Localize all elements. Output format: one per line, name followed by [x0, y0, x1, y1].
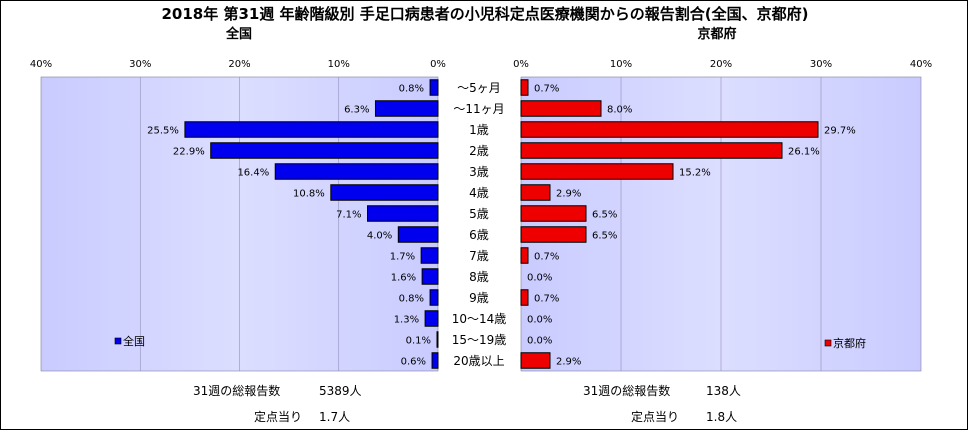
kyoto-total-label: 31週の総報告数	[583, 384, 671, 398]
national-total-value: 5389人	[319, 384, 362, 398]
national-per-site-label: 定点当り	[254, 410, 303, 424]
legend-swatch-kyoto	[824, 339, 832, 347]
tick-label-national: 40%	[30, 59, 52, 70]
bar-kyoto	[520, 226, 587, 243]
tick-label-national: 20%	[228, 59, 250, 70]
bar-kyoto	[520, 100, 602, 117]
bar-national	[429, 289, 439, 306]
category-label: 5歳	[469, 207, 489, 221]
data-label-kyoto: 8.0%	[607, 105, 632, 116]
bar-national	[210, 142, 439, 159]
kyoto-per-site-label: 定点当り	[631, 410, 680, 424]
bar-national	[367, 205, 439, 222]
data-label-national: 0.6%	[401, 357, 426, 368]
category-label: 10～14歳	[452, 312, 507, 326]
legend-swatch-national	[114, 337, 122, 345]
tick-label-national: 30%	[129, 59, 151, 70]
data-label-national: 6.3%	[344, 105, 369, 116]
data-label-national: 1.7%	[390, 252, 415, 263]
data-label-national: 7.1%	[336, 210, 361, 221]
data-label-kyoto: 0.7%	[534, 84, 559, 95]
category-label: 2歳	[469, 144, 489, 158]
tick-label-kyoto: 20%	[710, 59, 732, 70]
bar-national	[420, 247, 439, 264]
bar-national	[397, 226, 439, 243]
category-label: 6歳	[469, 228, 489, 242]
bar-national	[424, 310, 439, 327]
tick-label-kyoto: 30%	[810, 59, 832, 70]
category-label: 8歳	[469, 270, 489, 284]
bar-kyoto	[520, 352, 551, 369]
category-label: 1歳	[469, 123, 489, 137]
panel-title-kyoto: 京都府	[697, 26, 736, 42]
data-label-national: 0.8%	[399, 294, 424, 305]
kyoto-per-site-value: 1.8人	[706, 410, 738, 424]
chart-title: 2018年 第31週 年齢階級別 手足口病患者の小児科定点医療機関からの報告割合…	[161, 5, 808, 23]
bar-national	[184, 121, 439, 138]
bar-kyoto	[520, 247, 529, 264]
data-label-kyoto: 6.5%	[592, 210, 617, 221]
bar-kyoto	[520, 79, 529, 96]
bar-kyoto	[520, 184, 551, 201]
tick-label-kyoto: 40%	[910, 59, 932, 70]
tick-label-kyoto: 0%	[513, 59, 529, 70]
legend-label-national: 全国	[123, 334, 145, 348]
data-label-kyoto: 2.9%	[556, 357, 581, 368]
data-label-kyoto: 0.0%	[527, 273, 552, 284]
bar-kyoto	[520, 163, 674, 180]
data-label-kyoto: 2.9%	[556, 189, 581, 200]
data-label-kyoto: 0.7%	[534, 252, 559, 263]
data-label-kyoto: 0.0%	[527, 315, 552, 326]
tick-label-kyoto: 10%	[610, 59, 632, 70]
bar-national	[330, 184, 439, 201]
data-label-kyoto: 6.5%	[592, 231, 617, 242]
category-label: 20歳以上	[453, 354, 504, 368]
tick-label-national: 10%	[328, 59, 350, 70]
national-per-site-value: 1.7人	[319, 410, 351, 424]
bar-national	[421, 268, 439, 285]
data-label-national: 25.5%	[147, 126, 179, 137]
category-label: 7歳	[469, 249, 489, 263]
bar-kyoto	[520, 121, 819, 138]
data-label-kyoto: 0.0%	[527, 336, 552, 347]
data-label-national: 1.3%	[394, 315, 419, 326]
panel-title-national: 全国	[225, 26, 252, 42]
kyoto-total-value: 138人	[706, 384, 741, 398]
category-label: 9歳	[469, 291, 489, 305]
legend-label-kyoto: 京都府	[833, 336, 866, 350]
bar-national	[431, 352, 439, 369]
category-label: 3歳	[469, 165, 489, 179]
data-label-national: 16.4%	[237, 168, 269, 179]
data-label-national: 0.8%	[399, 84, 424, 95]
category-label: 15～19歳	[452, 333, 507, 347]
data-label-kyoto: 26.1%	[788, 147, 820, 158]
bar-kyoto	[520, 289, 529, 306]
bar-kyoto	[520, 142, 783, 159]
bar-national	[436, 331, 439, 348]
category-label: 4歳	[469, 186, 489, 200]
data-label-kyoto: 0.7%	[534, 294, 559, 305]
data-label-kyoto: 29.7%	[824, 126, 856, 137]
data-label-national: 0.1%	[406, 336, 431, 347]
data-label-national: 10.8%	[293, 189, 325, 200]
bar-national	[274, 163, 439, 180]
data-label-national: 4.0%	[367, 231, 392, 242]
bar-national	[374, 100, 439, 117]
category-label: ～11ヶ月	[453, 102, 504, 116]
bar-kyoto	[520, 205, 587, 222]
data-label-kyoto: 15.2%	[679, 168, 711, 179]
category-label: ～5ヶ月	[457, 81, 501, 95]
bar-national	[429, 79, 439, 96]
tick-label-national: 0%	[430, 59, 446, 70]
national-total-label: 31週の総報告数	[193, 384, 281, 398]
data-label-national: 22.9%	[173, 147, 205, 158]
data-label-national: 1.6%	[391, 273, 416, 284]
